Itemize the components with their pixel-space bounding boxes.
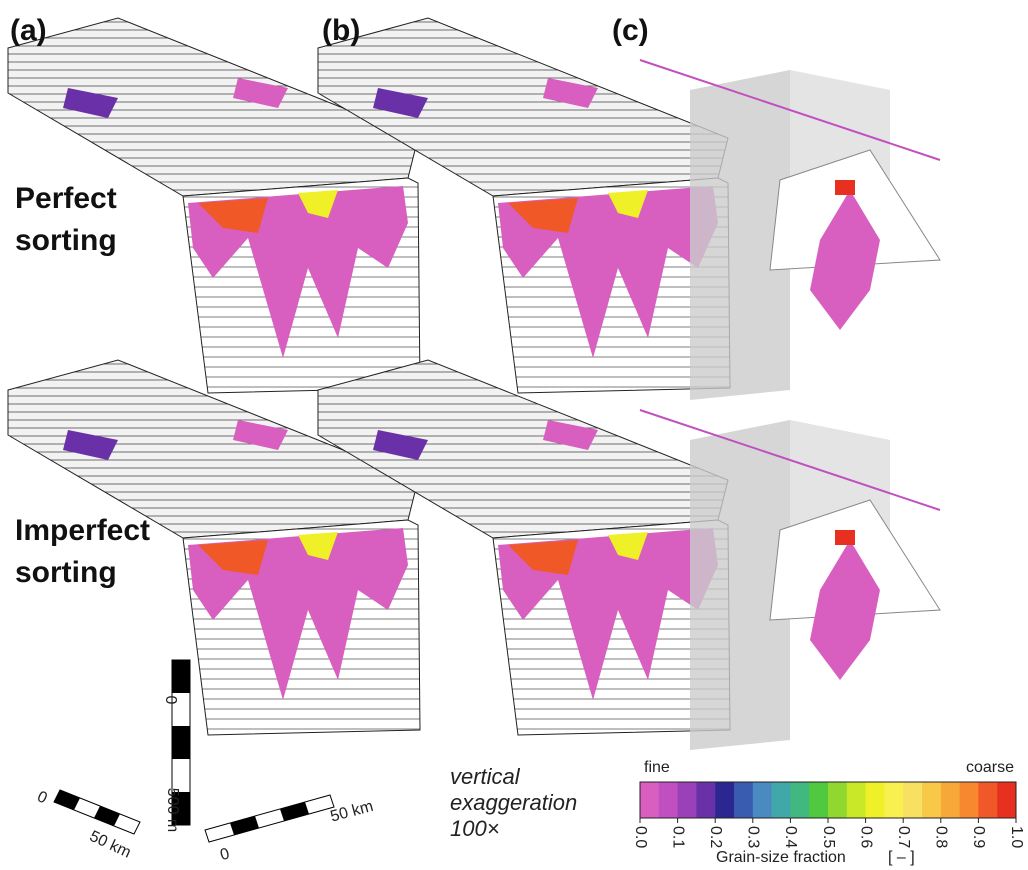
tick-label: 0.2: [707, 826, 724, 848]
color-bin: [790, 782, 809, 818]
tick-label: 0.7: [895, 826, 912, 848]
colorbar-low-label: fine: [644, 759, 670, 776]
color-bin: [941, 782, 960, 818]
tick-label: 0.8: [933, 826, 950, 848]
tick-label: 1.0: [1008, 826, 1025, 848]
scale-label: 50 km: [87, 828, 134, 862]
figure: 0.0 0.1 0.2 0.3 0.4 0.5 0.6 0.7 0.8 0.9 1.0 fine coa…: [0, 0, 1028, 870]
scale-label: 0: [34, 788, 49, 807]
row-label: Perfect sorting: [15, 178, 185, 262]
panel-label: (b): [322, 14, 360, 48]
panel-label: (c): [612, 14, 649, 48]
tick-label: 0.4: [782, 826, 799, 848]
color-bin: [809, 782, 828, 818]
scale-label: 50 km: [329, 798, 375, 826]
color-bin: [678, 782, 697, 818]
figure-graphics: 0.0 0.1 0.2 0.3 0.4 0.5 0.6 0.7 0.8 0.9 1.0 fine coa…: [0, 0, 1028, 870]
color-bin: [828, 782, 847, 818]
colorbar-unit: [ – ]: [888, 849, 915, 866]
tick-label: 0.1: [669, 826, 686, 848]
tick-label: 0.3: [745, 826, 762, 848]
color-bin: [640, 782, 659, 818]
panel-label: (a): [10, 14, 47, 48]
color-bin: [696, 782, 715, 818]
color-bin: [960, 782, 979, 818]
color-bin: [753, 782, 772, 818]
color-bin: [997, 782, 1016, 818]
color-bin: [978, 782, 997, 818]
tick-label: 0.5: [820, 826, 837, 848]
color-bin: [772, 782, 791, 818]
scale-label: 0: [162, 696, 179, 705]
tick-label: 0.6: [857, 826, 874, 848]
color-bin: [659, 782, 678, 818]
color-bin: [734, 782, 753, 818]
color-bin: [715, 782, 734, 818]
scale-label: 0: [218, 845, 231, 864]
tick-label: 0.0: [632, 826, 649, 848]
color-bin: [903, 782, 922, 818]
color-bin: [866, 782, 885, 818]
note: vertical exaggeration 100×: [450, 764, 600, 842]
row-label: Imperfect sorting: [15, 510, 185, 594]
tick-label: 0.9: [970, 826, 987, 848]
color-bin: [922, 782, 941, 818]
scale-label: 500 m: [164, 788, 181, 832]
color-bin: [847, 782, 866, 818]
colorbar-high-label: coarse: [966, 759, 1014, 776]
colorbar-title: Grain-size fraction: [716, 849, 846, 866]
color-bin: [884, 782, 903, 818]
